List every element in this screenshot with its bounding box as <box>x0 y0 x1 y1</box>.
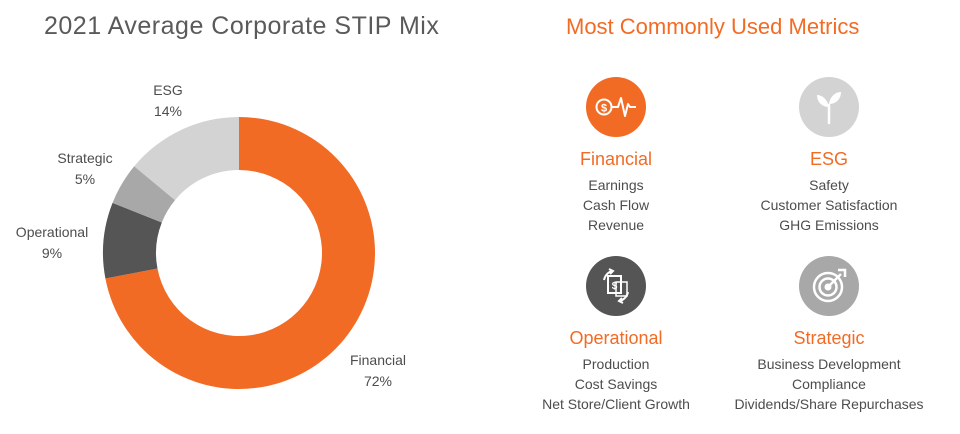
slice-label-strategic: Strategic 5% <box>57 148 112 190</box>
metric-operational-list: Production Cost Savings Net Store/Client… <box>496 354 736 414</box>
document-exchange-icon: $ <box>586 256 646 316</box>
slice-label-esg-name: ESG <box>153 82 183 98</box>
stip-mix-donut-chart <box>103 117 375 390</box>
metric-financial-list: Earnings Cash Flow Revenue <box>496 175 736 235</box>
list-item: Safety <box>809 177 849 193</box>
svg-text:$: $ <box>612 281 618 292</box>
list-item: GHG Emissions <box>779 217 879 233</box>
donut-slice-esg <box>134 117 239 201</box>
donut-slice-financial <box>105 117 375 390</box>
metric-financial-heading: Financial <box>579 149 653 169</box>
dollar-pulse-icon: $ <box>586 77 646 137</box>
list-item: Compliance <box>792 376 866 392</box>
metric-esg: ESG Safety Customer Satisfaction GHG Emi… <box>709 77 949 235</box>
list-item: Cash Flow <box>582 197 650 213</box>
slice-label-strategic-value: 5% <box>74 171 96 187</box>
donut-slice-strategic <box>112 166 176 223</box>
list-item: Customer Satisfaction <box>760 197 898 213</box>
metric-financial: $ Financial Earnings Cash Flow Revenue <box>496 77 736 235</box>
list-item: Dividends/Share Repurchases <box>734 396 924 412</box>
list-item: Earnings <box>588 177 644 193</box>
slice-label-operational: Operational 9% <box>16 222 88 264</box>
metric-strategic: Strategic Business Development Complianc… <box>709 256 949 414</box>
list-item: Production <box>582 356 650 372</box>
list-item: Net Store/Client Growth <box>542 396 690 412</box>
list-item: Revenue <box>587 217 645 233</box>
list-item: Business Development <box>757 356 901 372</box>
list-item: Cost Savings <box>574 376 658 392</box>
slice-label-operational-name: Operational <box>15 224 89 240</box>
metric-strategic-heading: Strategic <box>793 328 865 348</box>
metric-operational: $ Operational Production Cost Savings Ne… <box>496 256 736 414</box>
metric-strategic-list: Business Development Compliance Dividend… <box>709 354 949 414</box>
slice-label-operational-value: 9% <box>41 245 63 261</box>
slice-label-financial-name: Financial <box>349 352 407 368</box>
sprout-icon <box>799 77 859 137</box>
metric-esg-list: Safety Customer Satisfaction GHG Emissio… <box>709 175 949 235</box>
chart-title: 2021 Average Corporate STIP Mix <box>44 12 440 40</box>
metric-esg-heading: ESG <box>809 149 848 169</box>
slice-label-esg-value: 14% <box>153 103 183 119</box>
slice-label-strategic-name: Strategic <box>57 150 113 166</box>
slice-label-financial-value: 72% <box>363 373 393 389</box>
slice-label-esg: ESG 14% <box>153 80 183 122</box>
slice-label-financial: Financial 72% <box>350 350 406 392</box>
metric-operational-heading: Operational <box>569 328 663 348</box>
target-icon <box>799 256 859 316</box>
svg-text:$: $ <box>601 103 607 115</box>
donut-slice-operational <box>103 202 162 279</box>
metrics-title: Most Commonly Used Metrics <box>566 14 860 39</box>
